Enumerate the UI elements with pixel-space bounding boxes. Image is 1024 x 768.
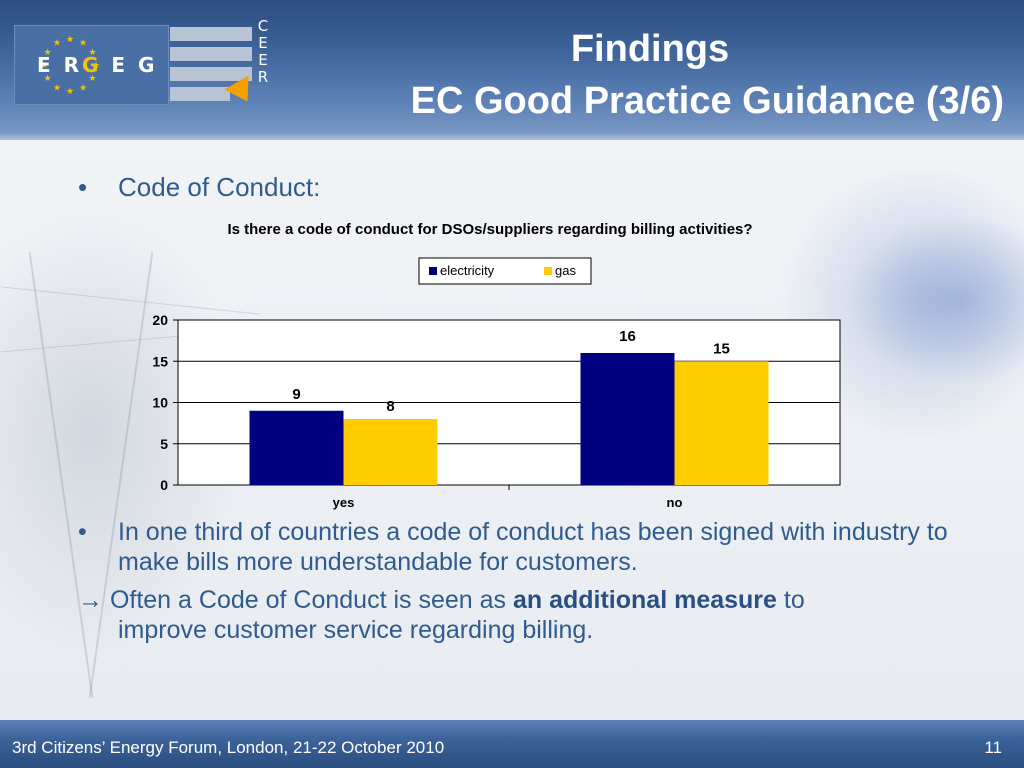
star-icon: ★ [88, 73, 96, 83]
y-tick-label: 10 [152, 395, 168, 411]
bullet-code-of-conduct: • Code of Conduct: [78, 172, 321, 202]
bar-gas-no [674, 361, 769, 485]
x-tick-label: yes [333, 495, 355, 510]
ergeg-logo-text: E RG E G [37, 53, 158, 77]
data-label: 8 [386, 398, 394, 415]
x-tick-label: no [667, 495, 683, 510]
bar-gas-yes [343, 419, 438, 485]
ergeg-logo: ★ ★ ★ ★ ★ ★ ★ ★ ★ ★ ★ ★ E RG E G [14, 25, 169, 105]
star-icon: ★ [43, 73, 51, 83]
bar-electricity-no [580, 353, 675, 485]
star-icon: ★ [66, 34, 74, 44]
ceer-logo-letters: C E E R [257, 17, 269, 86]
slide-title-line1: Findings [570, 28, 730, 70]
bar-electricity-yes [249, 410, 344, 485]
arrow-conclusion: → Often a Code of Conduct is seen as an … [78, 586, 805, 644]
y-tick-label: 0 [160, 477, 168, 493]
y-tick-label: 20 [152, 312, 168, 328]
legend-swatch [544, 267, 552, 275]
emphasis-text: an additional measure [512, 586, 777, 614]
legend-label: electricity [440, 263, 495, 278]
star-icon: ★ [88, 47, 96, 57]
y-tick-label: 5 [160, 436, 168, 452]
eu-stars-icon: ★ ★★★★★★★★★★★ [40, 34, 100, 96]
footer-event-text: 3rd Citizens’ Energy Forum, London, 21-2… [12, 738, 445, 757]
data-label: 15 [713, 340, 730, 357]
data-label: 9 [292, 386, 300, 403]
slide-title-line2: EC Good Practice Guidance (3/6) [410, 80, 1004, 122]
star-icon: ★ [53, 83, 61, 93]
star-icon: ★ [79, 83, 87, 93]
legend-label: gas [555, 263, 576, 278]
data-label: 16 [619, 328, 636, 345]
ceer-logo [170, 25, 260, 109]
star-icon: ★ [40, 60, 48, 70]
star-icon: ★ [92, 60, 100, 70]
star-icon: ★ [79, 37, 87, 47]
star-icon: ★ [53, 37, 61, 47]
bullet-one-third: • In one third of countries a code of co… [78, 518, 948, 576]
y-tick-label: 15 [152, 353, 168, 369]
arrow-icon: → [78, 586, 103, 614]
star-icon: ★ [66, 86, 74, 96]
star-icon: ★ [43, 47, 51, 57]
slide-footer: 3rd Citizens’ Energy Forum, London, 21-2… [0, 720, 1024, 768]
slide-header: ★ ★ ★ ★ ★ ★ ★ ★ ★ ★ ★ ★ E RG E G C E E R Findings E… [0, 0, 1024, 140]
page-number: 11 [984, 738, 1002, 757]
legend-swatch [429, 267, 437, 275]
chart-title: Is there a code of conduct for DSOs/supp… [227, 221, 753, 238]
chart-legend [418, 257, 592, 285]
